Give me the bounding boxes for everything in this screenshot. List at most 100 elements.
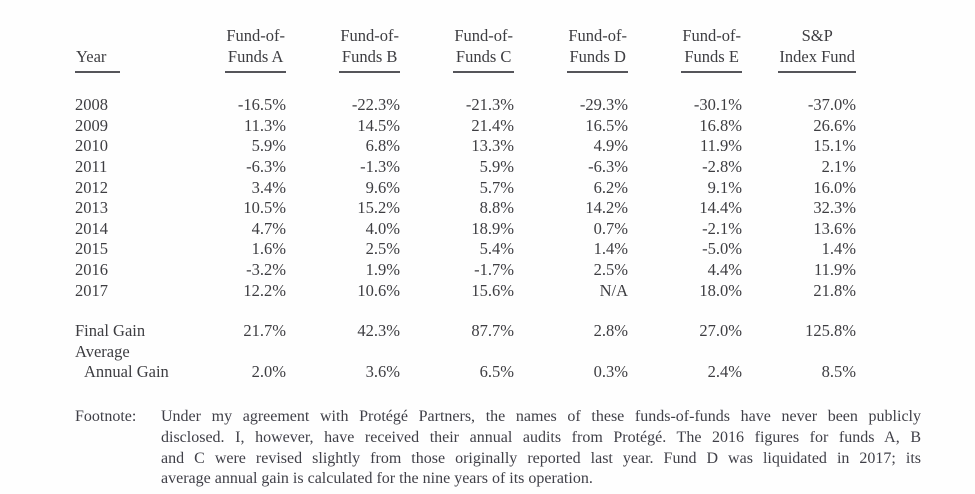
value-cell: 14.5%	[357, 115, 400, 135]
value-cell: 12.2%	[243, 280, 286, 300]
fund-d-header-line1: Fund-of-	[568, 26, 627, 45]
value-cell: 6.2%	[593, 177, 628, 197]
year-cell: 2017	[75, 280, 108, 300]
footnote-line: average annual gain is calculated for th…	[161, 470, 593, 488]
value-cell: 14.2%	[585, 198, 628, 218]
average-gain-value: 3.6%	[365, 362, 400, 382]
year-cell: 2012	[75, 177, 108, 197]
value-cell: 4.4%	[707, 259, 742, 279]
fund-a-header-line1: Fund-of-	[226, 26, 285, 45]
fund-d-header-line2: Funds D	[569, 46, 626, 66]
year-header-underline: Year	[75, 46, 121, 74]
table-row: 2008 -16.5% -22.3% -21.3% -29.3% -30.1% -37.0%	[75, 95, 856, 116]
value-cell: 6.8%	[365, 136, 400, 156]
fund-e-header-line2: Funds E	[684, 46, 739, 66]
value-cell: -3.2%	[246, 259, 286, 279]
value-cell: 11.3%	[243, 115, 286, 135]
value-cell: 5.9%	[251, 136, 286, 156]
table-row: 2013 10.5% 15.2% 8.8% 14.2% 14.4% 32.3%	[75, 198, 856, 219]
column-header-fund-e: Fund-of- Funds E	[628, 26, 742, 74]
value-cell: 18.9%	[471, 218, 514, 238]
value-cell: 0.7%	[593, 218, 628, 238]
average-label-line2: Annual Gain	[84, 362, 169, 382]
year-cell: 2010	[75, 136, 108, 156]
value-cell: 15.6%	[471, 280, 514, 300]
value-cell: 2.1%	[821, 156, 856, 176]
fund-c-header-line2: Funds C	[455, 46, 512, 66]
final-gain-value: 125.8%	[805, 321, 856, 341]
value-cell: 5.7%	[479, 177, 514, 197]
value-cell: 8.8%	[479, 198, 514, 218]
year-cell: 2011	[75, 156, 108, 176]
value-cell: 1.9%	[365, 259, 400, 279]
final-gain-value: 2.8%	[593, 321, 628, 341]
value-cell: -29.3%	[579, 95, 628, 115]
fund-c-header-line1: Fund-of-	[454, 26, 513, 45]
average-label-line1: Average	[75, 341, 130, 361]
column-header-fund-d: Fund-of- Funds D	[514, 26, 628, 74]
value-cell: -16.5%	[237, 95, 286, 115]
year-cell: 2009	[75, 115, 108, 135]
year-cell: 2008	[75, 95, 108, 115]
value-cell: 10.5%	[243, 198, 286, 218]
table-row: 2016 -3.2% 1.9% -1.7% 2.5% 4.4% 11.9%	[75, 260, 856, 281]
table-row: 2017 12.2% 10.6% 15.6% N/A 18.0% 21.8%	[75, 281, 856, 302]
value-cell: 5.9%	[479, 156, 514, 176]
footnote-body: Under my agreement with Protégé Partners…	[161, 407, 921, 490]
footnote-label: Footnote:	[75, 408, 137, 425]
column-header-fund-c: Fund-of- Funds C	[400, 26, 514, 74]
value-cell: 15.1%	[813, 136, 856, 156]
sp-header-line2: Index Fund	[779, 46, 855, 66]
final-gain-label: Final Gain	[75, 321, 146, 341]
average-annual-gain-row: Average Annual Gain 2.0% 3.6% 6.5% 0.3% …	[75, 342, 856, 383]
footnote-line: disclosed. I, however, have received the…	[161, 428, 921, 446]
average-gain-value: 6.5%	[479, 362, 514, 382]
value-cell: 13.3%	[471, 136, 514, 156]
year-cell: 2014	[75, 218, 108, 238]
value-cell: -30.1%	[693, 95, 742, 115]
value-cell: -6.3%	[588, 156, 628, 176]
value-cell: -37.0%	[807, 95, 856, 115]
value-cell: 15.2%	[357, 198, 400, 218]
fund-b-header-line2: Funds B	[341, 46, 398, 66]
year-cell: 2013	[75, 198, 108, 218]
average-gain-value: 2.0%	[251, 362, 286, 382]
table-row: 2015 1.6% 2.5% 5.4% 1.4% -5.0% 1.4%	[75, 239, 856, 260]
final-gain-value: 87.7%	[471, 321, 514, 341]
value-cell: -2.8%	[702, 156, 742, 176]
sp-header-line1: S&P	[801, 26, 833, 45]
final-gain-value: 21.7%	[243, 321, 286, 341]
value-cell: 14.4%	[699, 198, 742, 218]
column-header-fund-b: Fund-of- Funds B	[286, 26, 400, 74]
average-annual-gain-label: Average Annual Gain	[75, 342, 172, 383]
value-cell: -21.3%	[465, 95, 514, 115]
year-header-label: Year	[76, 46, 107, 66]
footnote-line: and C were revised slightly from those o…	[161, 449, 921, 467]
value-cell: 1.4%	[593, 239, 628, 259]
fund-b-header-line1: Fund-of-	[340, 26, 399, 45]
value-cell: 10.6%	[357, 280, 400, 300]
column-header-fund-a: Fund-of- Funds A	[172, 26, 286, 74]
value-cell: 1.4%	[821, 239, 856, 259]
spacer-row	[75, 73, 856, 95]
value-cell: -5.0%	[702, 239, 742, 259]
value-cell: 13.6%	[813, 218, 856, 238]
value-cell: 11.9%	[813, 259, 856, 279]
footnote-line: Under my agreement with Protégé Partners…	[161, 408, 921, 425]
value-cell: 21.4%	[471, 115, 514, 135]
table-row: 2010 5.9% 6.8% 13.3% 4.9% 11.9% 15.1%	[75, 136, 856, 157]
spacer-row	[75, 301, 856, 321]
table-body: 2008 -16.5% -22.3% -21.3% -29.3% -30.1% -37.0%…	[75, 95, 856, 301]
fund-e-header-line1: Fund-of-	[682, 26, 741, 45]
final-gain-value: 27.0%	[699, 321, 742, 341]
table-row: 2012 3.4% 9.6% 5.7% 6.2% 9.1% 16.0%	[75, 178, 856, 199]
value-cell: 2.5%	[593, 259, 628, 279]
value-cell: 9.6%	[365, 177, 400, 197]
final-gain-value: 42.3%	[357, 321, 400, 341]
year-cell: 2016	[75, 259, 108, 279]
value-cell: 16.8%	[699, 115, 742, 135]
value-cell: 16.5%	[585, 115, 628, 135]
value-cell: 2.5%	[365, 239, 400, 259]
value-cell: 21.8%	[813, 280, 856, 300]
